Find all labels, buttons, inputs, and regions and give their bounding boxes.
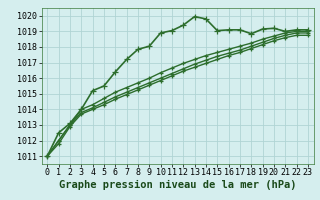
X-axis label: Graphe pression niveau de la mer (hPa): Graphe pression niveau de la mer (hPa) xyxy=(59,180,296,190)
